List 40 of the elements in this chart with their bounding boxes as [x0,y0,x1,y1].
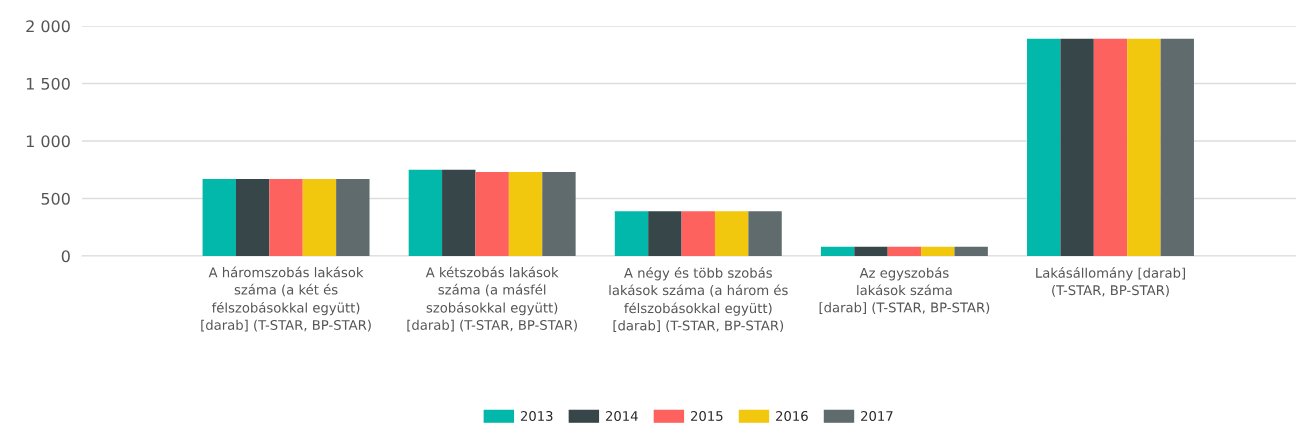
x-tick-label: A négy és több szobás lakások száma (a három és félszobásokkal együtt) [darab] (T-STAR, BP-STAR) [609,267,788,333]
bar [475,172,509,256]
bar [921,246,955,256]
x-tick-label: Az egyszobás lakások száma [darab] (T-STAR, BP-STAR) [819,267,990,314]
bar [542,172,576,256]
bar [1093,38,1128,256]
bar [235,178,270,256]
y-tick-label: 0 [61,250,70,263]
bar [1127,38,1161,256]
bar [748,211,782,256]
legend-label: 2014 [605,410,638,421]
bar [681,211,715,256]
bar [820,246,855,256]
bar [887,246,922,256]
bar [508,172,543,256]
legend-label: 2017 [861,410,893,421]
bar [408,169,443,256]
legend-label: 2015 [690,410,723,421]
x-tick-label: A kétszobás lakások száma (a másfél szobásokkal együtt) [darab] (T-STAR, BP-STAR) [407,266,577,332]
legend-label: 2013 [520,410,553,421]
bar [954,246,988,256]
legend-label: 2016 [776,410,808,421]
y-tick-label: 500 [41,192,70,205]
x-tick-label: A háromszobás lakások száma (a két és félszobásokkal együtt) [darab] (T-STAR, BP-STAR) [201,266,371,332]
bar [269,178,303,256]
bar [1060,38,1094,256]
y-tick-label: 1 500 [26,77,70,90]
bar [1160,38,1194,256]
bar [1027,38,1061,256]
y-tick-label: 1 000 [26,135,70,148]
y-tick-label: 2 000 [26,20,70,33]
x-tick-label: Lakásállomány [darab] (T-STAR, BP-STAR) [1036,267,1185,297]
bar [854,246,888,256]
bar [442,169,476,256]
bar [202,178,236,256]
bar [648,211,682,256]
bar [614,211,649,256]
bar [302,178,337,256]
bar [336,178,370,256]
bar [714,211,749,256]
